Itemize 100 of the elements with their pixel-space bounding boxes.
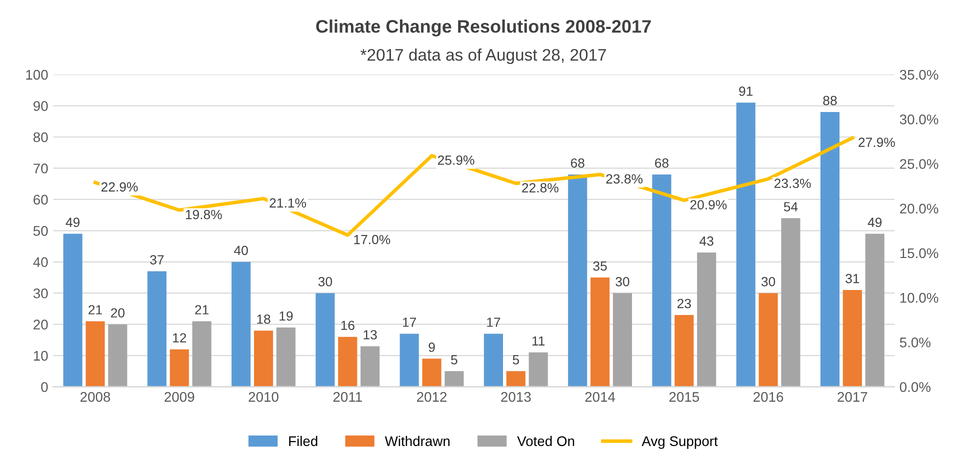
x-tick-label: 2017 (838, 392, 868, 402)
data-label: 35 (593, 261, 607, 271)
bar (338, 336, 358, 387)
bar (170, 349, 189, 387)
bar (400, 334, 419, 387)
y-tick-label: 90 (34, 101, 48, 111)
bar (590, 278, 610, 387)
legend-label: Withdrawn (384, 436, 450, 446)
data-label: 25.9% (438, 155, 474, 165)
y2-tick-label: 10.0% (900, 292, 938, 303)
chart-title: Climate Change Resolutions 2008-2017 (316, 20, 651, 36)
data-label: 21.1% (270, 198, 306, 208)
data-label: 91 (739, 86, 753, 96)
bar (528, 352, 548, 387)
data-label: 43 (700, 236, 714, 246)
y-tick-label: 70 (34, 164, 48, 174)
bar (108, 324, 128, 387)
data-label: 68 (655, 158, 668, 168)
legend-label: Filed (289, 436, 318, 446)
data-label: 13 (364, 330, 377, 340)
data-label: 68 (570, 158, 584, 168)
data-label: 49 (66, 218, 80, 228)
bar (147, 271, 166, 387)
y-tick-label: 80 (33, 132, 48, 142)
bar (820, 112, 840, 387)
data-label: 88 (823, 96, 837, 106)
data-label: 20 (111, 308, 125, 318)
data-label: 27.9% (858, 138, 895, 147)
data-label: 17.0% (354, 234, 390, 244)
y-tick-label: 50 (33, 226, 48, 236)
data-label: 30 (318, 276, 332, 286)
x-tick-label: 2013 (501, 392, 531, 402)
bar (736, 102, 756, 387)
bar (506, 371, 526, 387)
data-label: 9 (428, 342, 435, 352)
data-label: 30 (761, 276, 776, 286)
data-label: 17 (487, 318, 500, 327)
data-label: 21 (88, 305, 102, 314)
chart-subtitle: *2017 data as of August 28, 2017 (360, 48, 606, 64)
y2-tick-label: 0.0% (900, 382, 930, 392)
bar (63, 234, 82, 387)
bar (865, 234, 884, 387)
bar (276, 327, 296, 387)
data-label: 20.9% (690, 200, 727, 210)
bar (484, 334, 503, 387)
x-tick-label: 2009 (164, 392, 194, 402)
data-label: 12 (173, 333, 186, 342)
data-label: 30 (616, 276, 630, 286)
legend-label: Voted On (517, 436, 574, 446)
y2-tick-label: 15.0% (900, 248, 938, 258)
data-label: 16 (341, 320, 354, 330)
bar (444, 371, 464, 387)
x-tick-label: 2016 (754, 392, 784, 402)
data-label: 11 (532, 336, 545, 346)
bar (781, 218, 800, 387)
data-label: 23 (677, 298, 691, 308)
data-label: 5 (512, 355, 520, 364)
bar (86, 321, 105, 387)
bar (360, 346, 380, 387)
x-tick-label: 2015 (669, 392, 700, 402)
bar (232, 262, 251, 387)
data-label: 19 (280, 311, 293, 321)
bar (697, 252, 716, 387)
x-tick-label: 2010 (248, 392, 278, 402)
data-label: 23.3% (774, 178, 811, 188)
data-label: 37 (150, 255, 164, 264)
y2-tick-label: 35.0% (900, 70, 938, 80)
data-label: 31 (846, 274, 860, 284)
bar (316, 293, 335, 387)
data-label: 22.9% (101, 182, 138, 192)
data-label: 21 (195, 305, 209, 314)
x-tick-label: 2011 (333, 392, 362, 402)
x-tick-label: 2008 (80, 392, 110, 402)
data-label: 49 (868, 218, 882, 228)
data-label: 19.8% (186, 210, 222, 220)
legend-label: Avg Support (642, 436, 718, 449)
bar (192, 321, 212, 387)
bar (568, 174, 588, 387)
bar (254, 330, 274, 387)
bar (758, 293, 778, 387)
bar (674, 314, 694, 387)
y-tick-label: 10 (34, 350, 48, 361)
y2-tick-label: 30.0% (900, 114, 938, 124)
x-tick-label: 2014 (585, 392, 616, 402)
y-tick-label: 60 (34, 194, 48, 205)
data-label: 54 (784, 202, 798, 212)
data-label: 18 (257, 314, 270, 324)
bar (842, 290, 862, 387)
data-label: 5 (451, 355, 458, 364)
data-label: 22.8% (522, 183, 558, 192)
y2-tick-label: 20.0% (900, 204, 938, 214)
data-label: 17 (403, 318, 416, 327)
y-tick-label: 100 (26, 70, 48, 80)
bar (612, 293, 632, 387)
y2-tick-label: 5.0% (900, 338, 930, 348)
data-label: 23.8% (606, 174, 643, 184)
x-tick-label: 2012 (417, 392, 447, 402)
data-label: 40 (234, 246, 248, 256)
bar (652, 174, 672, 387)
y-tick-label: 30 (33, 288, 48, 298)
